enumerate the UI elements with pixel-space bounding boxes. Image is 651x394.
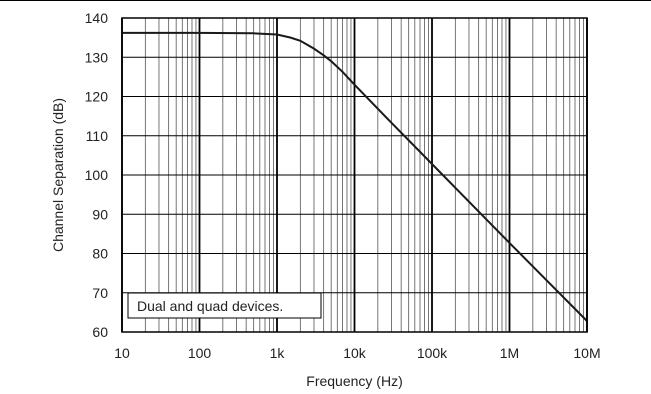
y-tick-label: 70 (92, 285, 108, 301)
y-tick-label: 80 (92, 246, 108, 262)
y-tick-label: 140 (85, 10, 109, 26)
plot-frame (121, 17, 588, 333)
top-rule (0, 0, 651, 1)
x-tick-label: 1M (500, 345, 519, 361)
y-tick-label: 100 (85, 167, 109, 183)
y-tick-label: 110 (86, 128, 109, 144)
x-tick-label: 100 (188, 345, 212, 361)
x-tick-label: 10k (343, 345, 367, 361)
tick-labels: 10 100 1k 10k 100k 1M 10M 60 70 80 90 100 110 120 130 1… (85, 10, 601, 361)
y-axis-title: Channel Separation (dB) (50, 98, 66, 252)
y-tick-label: 130 (85, 49, 109, 65)
y-tick-label: 60 (92, 324, 108, 340)
annotation-box (127, 292, 322, 319)
x-tick-label: 10 (114, 345, 130, 361)
y-tick-label: 90 (92, 206, 108, 222)
x-tick-label: 1k (270, 345, 286, 361)
x-tick-label: 10M (573, 345, 600, 361)
y-tick-label: 120 (85, 89, 109, 105)
x-tick-label: 100k (417, 345, 448, 361)
series-line-channel-separation (122, 31, 588, 322)
annotation-text: Dual and quad devices. (137, 298, 283, 314)
x-axis-title: Frequency (Hz) (306, 373, 402, 389)
